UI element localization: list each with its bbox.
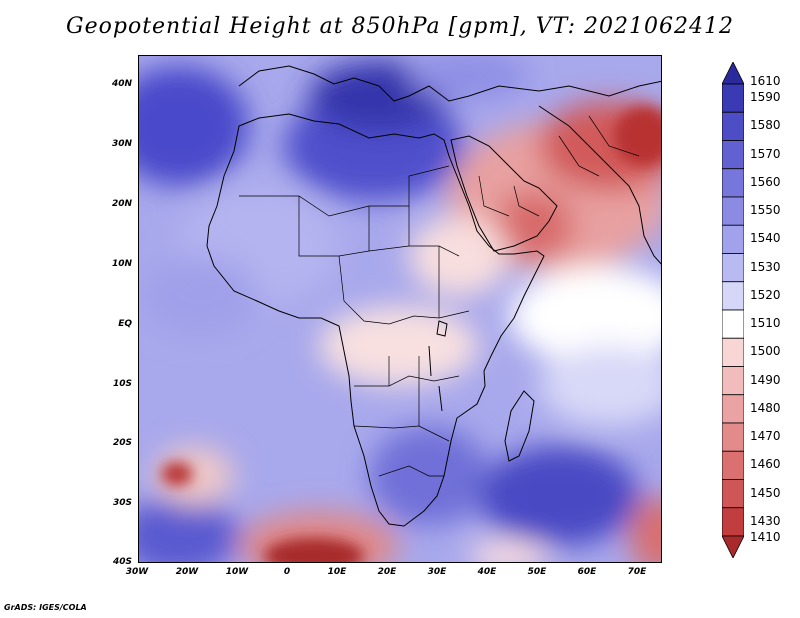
- coastline-europe: [238, 65, 661, 102]
- field-patch: [139, 256, 259, 336]
- colorbar-swatches: [722, 62, 744, 558]
- lat-label-10s: 10S: [112, 379, 132, 389]
- map-feature: [378, 465, 444, 477]
- coastline-africa: [206, 113, 545, 527]
- colorbar-swatch-1410: [722, 535, 744, 558]
- field-patch: [539, 346, 661, 426]
- colorbar-label-1550: 1550: [750, 203, 781, 218]
- lat-label-20n: 20N: [111, 199, 132, 209]
- low-south-atlantic: [161, 462, 193, 486]
- lon-label-20w: 20W: [175, 567, 199, 577]
- lon-label-60e: 60E: [577, 567, 597, 577]
- field-patch: [154, 446, 234, 506]
- lon-label-10e: 10E: [327, 567, 347, 577]
- high-south-indian: [479, 446, 639, 546]
- lon-label-10w: 10W: [225, 567, 249, 577]
- colorbar-swatch-1530: [722, 253, 744, 283]
- colorbar-label-1480: 1480: [750, 400, 781, 415]
- lon-label-70e: 70E: [627, 567, 647, 577]
- colorbar-label-1570: 1570: [750, 146, 781, 161]
- colorbar-swatch-1500: [722, 337, 744, 367]
- colorbar-swatch-1520: [722, 281, 744, 311]
- colorbar-label-1430: 1430: [750, 513, 781, 528]
- colorbar-label-1590: 1590: [750, 90, 781, 105]
- colorbar-label-1530: 1530: [750, 259, 781, 274]
- coastline-asia: [538, 105, 661, 265]
- rift-lakes: [428, 345, 443, 412]
- colorbar-swatch-1550: [722, 196, 744, 226]
- map-feature: [354, 375, 460, 387]
- colorbar-swatch-1450: [722, 479, 744, 509]
- low-south-of-africa: [264, 538, 364, 562]
- coastlines: [206, 65, 661, 527]
- colorbar-swatch-1510: [722, 309, 744, 339]
- map-plot-area: [138, 55, 662, 563]
- field-patch: [494, 191, 574, 261]
- credit-text: GrADS: IGES/COLA: [4, 603, 87, 612]
- colorbar-label-1540: 1540: [750, 231, 781, 246]
- field-patch: [614, 106, 661, 166]
- lat-label-30s: 30S: [112, 498, 132, 508]
- lon-label-0: 0: [283, 567, 291, 577]
- field-patch: [469, 541, 549, 562]
- map-feature: [388, 356, 420, 426]
- colorbar-label-1520: 1520: [750, 287, 781, 302]
- colorbar-swatch-1430: [722, 507, 744, 537]
- field-patch: [139, 496, 239, 562]
- colorbar-label-1510: 1510: [750, 316, 781, 331]
- lat-label-40s: 40S: [112, 557, 132, 567]
- colorbar-swatch-1590: [722, 83, 744, 113]
- lat-label-10n: 10N: [111, 259, 132, 269]
- colorbar-swatch-1470: [722, 422, 744, 452]
- map-feature: [558, 115, 640, 177]
- lat-label-20s: 20S: [112, 438, 132, 448]
- field-patch: [319, 306, 479, 386]
- colorbar-label-1460: 1460: [750, 457, 781, 472]
- lat-label-eq: EQ: [118, 319, 132, 329]
- geopotential-field: [139, 56, 661, 562]
- lon-label-30e: 30E: [427, 567, 447, 577]
- colorbar-label-1470: 1470: [750, 429, 781, 444]
- field-patch: [509, 266, 661, 366]
- field-patch: [629, 496, 661, 562]
- lon-label-30w: 30W: [125, 567, 149, 577]
- colorbar-label-1610: 1610: [750, 74, 781, 88]
- map-title: Geopotential Height at 850hPa [gpm], VT:…: [66, 14, 734, 39]
- map-feature: [368, 206, 440, 318]
- lon-label-40e: 40E: [477, 567, 497, 577]
- colorbar-swatch-1560: [722, 168, 744, 198]
- colorbar-swatch-1540: [722, 224, 744, 254]
- colorbar-swatch-1480: [722, 394, 744, 424]
- coastline-arabia: [450, 135, 558, 252]
- colorbar-label-1500: 1500: [750, 344, 781, 359]
- country-borders: [239, 115, 640, 477]
- lon-label-50e: 50E: [527, 567, 547, 577]
- map-feature: [478, 175, 540, 217]
- colorbar-label-1410: 1410: [750, 530, 781, 544]
- colorbar-swatch-1460: [722, 450, 744, 480]
- colorbar: 1610 1590 1580 1570 1560 1550 1540 1530 1520 1510…: [722, 62, 800, 558]
- colorbar-label-1490: 1490: [750, 372, 781, 387]
- colorbar-label-1580: 1580: [750, 118, 781, 133]
- lon-label-20e: 20E: [377, 567, 397, 577]
- coastline-madagascar: [504, 390, 535, 462]
- high-north-atlantic: [139, 66, 249, 186]
- colorbar-label-1560: 1560: [750, 174, 781, 189]
- lat-label-30n: 30N: [111, 139, 132, 149]
- lat-label-40n: 40N: [111, 79, 132, 89]
- colorbar-swatch-1490: [722, 366, 744, 396]
- colorbar-swatch-1610: [722, 62, 744, 85]
- field-patch: [409, 56, 529, 101]
- colorbar-label-1450: 1450: [750, 485, 781, 500]
- lake-victoria: [436, 320, 448, 337]
- colorbar-swatch-1570: [722, 140, 744, 170]
- colorbar-swatch-1580: [722, 111, 744, 141]
